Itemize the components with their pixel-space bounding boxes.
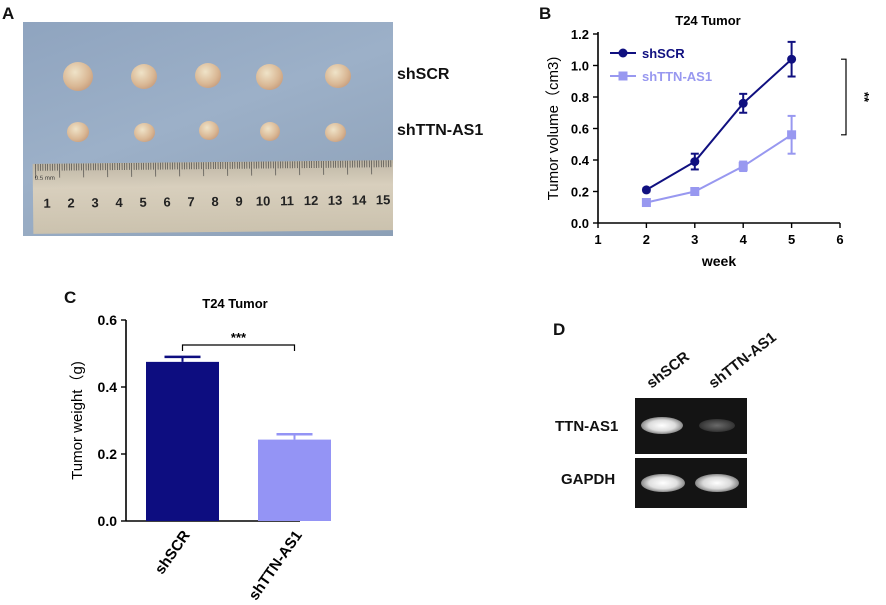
ruler-number: 11: [280, 193, 294, 208]
chart-c: T24 Tumor 0.0 0.2 0.4 0.6 Tumor weight（g) shSC…: [69, 296, 331, 604]
ruler-number: 7: [187, 194, 194, 209]
ruler-number: 12: [304, 193, 319, 208]
chart-b-x-tick-label: 5: [788, 232, 795, 247]
tumor-scr-2: [131, 64, 157, 89]
panel-a-letter: A: [2, 4, 15, 23]
chart-b-x-tick-label: 4: [740, 232, 748, 247]
chart-b-y-tick-label: 0.0: [571, 216, 589, 231]
chart-c-bar-1: [258, 439, 331, 521]
tumor-photo: 0.5 mm 1 2 3 4 5 6 7 8 9 10 11 12 13 14 15: [23, 22, 393, 236]
panel-d-letter: D: [553, 320, 566, 339]
chart-b-significance-mark: **: [857, 92, 872, 103]
ruler-number: 8: [211, 194, 218, 209]
tumor-ttn-5: [325, 123, 346, 142]
chart-b-y-tick-label: 1.2: [571, 27, 589, 42]
gel-row-label-gapdh: GAPDH: [561, 471, 616, 488]
band-ttn-shttn: [699, 419, 735, 432]
ruler-number: 4: [115, 195, 123, 210]
chart-c-y-label: Tumor weight（g): [69, 361, 86, 480]
chart-b-title: T24 Tumor: [675, 13, 741, 28]
chart-b-y-tick-label: 0.8: [571, 90, 589, 105]
chart-c-y-tick-label: 0.6: [98, 312, 118, 328]
chart-c-significance-mark: ***: [231, 330, 247, 345]
gel-ttn-as1: [635, 398, 747, 454]
chart-c-title: T24 Tumor: [202, 296, 268, 311]
band-gapdh-shscr: [641, 474, 685, 492]
tumor-scr-3: [195, 63, 221, 88]
ruler-number: 13: [328, 193, 343, 208]
chart-b-legend-label-1: shTTN-AS1: [642, 69, 712, 84]
chart-b-y-tick-label: 0.4: [571, 153, 590, 168]
chart-b-y-tick-label: 1.0: [571, 59, 589, 74]
photo-label-shttn-as1: shTTN-AS1: [397, 122, 484, 139]
chart-b-legend-marker-1: [618, 71, 628, 81]
photo-label-shscr: shSCR: [397, 66, 450, 83]
gel-row-label-ttn-as1: TTN-AS1: [555, 418, 619, 435]
ruler-number: 6: [163, 194, 170, 209]
ruler: 0.5 mm 1 2 3 4 5 6 7 8 9 10 11 12 13 14 15: [32, 160, 393, 234]
panel-b-letter: B: [539, 4, 552, 23]
chart-b-legend-marker-0: [618, 48, 628, 58]
chart-b-x-tick-label: 3: [691, 232, 698, 247]
tumor-ttn-2: [134, 123, 155, 142]
chart-b-point-shscr: [738, 98, 748, 108]
tumor-ttn-3: [199, 121, 219, 140]
ruler-scale: 0.5 mm 1 2 3 4 5 6 7 8 9 10 11 12 13 14 15: [35, 160, 393, 211]
band-ttn-shscr: [641, 417, 683, 434]
chart-b-x-tick-label: 1: [594, 232, 601, 247]
chart-b-y-tick-label: 0.6: [571, 122, 589, 137]
chart-c-y-tick-label: 0.4: [98, 379, 118, 395]
ruler-number: 3: [91, 195, 98, 210]
ruler-number: 10: [256, 193, 271, 208]
tumor-scr-1: [63, 62, 93, 91]
tumor-ttn-4: [260, 122, 280, 141]
chart-b-point-shttn-as1: [690, 187, 700, 196]
tumor-ttn-1: [67, 122, 89, 142]
chart-b-series-line-1: [646, 133, 793, 204]
chart-c-y-tick-label: 0.2: [98, 446, 118, 462]
ruler-number: 2: [67, 195, 74, 210]
chart-c-x-tick-label: shTTN-AS1: [245, 528, 305, 604]
chart-b-x-label: week: [701, 253, 736, 269]
chart-b-point-shttn-as1: [787, 130, 797, 140]
gel-lane-label-shscr: shSCR: [643, 348, 693, 392]
chart-b-point-shscr: [641, 185, 651, 195]
panel-c-letter: C: [64, 288, 77, 307]
tumor-scr-5: [325, 64, 351, 88]
chart-b-point-shttn-as1: [641, 198, 651, 208]
chart-b-x-tick-label: 6: [836, 232, 843, 247]
chart-b-point-shttn-as1: [738, 161, 748, 171]
tumor-scr-4: [256, 64, 283, 90]
ruler-number: 14: [352, 192, 367, 207]
ruler-small-text: 0.5 mm: [35, 176, 55, 182]
ruler-number: 1: [43, 196, 50, 211]
ruler-number: 9: [235, 194, 242, 209]
chart-c-significance-bracket: [181, 344, 296, 351]
ruler-number: 15: [376, 192, 391, 207]
chart-b-y-label: Tumor volume（cm3): [545, 57, 562, 201]
chart-c-bar-0: [146, 361, 219, 521]
gel-lane-label-shttn-as1: shTTN-AS1: [705, 328, 780, 392]
chart-b-legend-label-0: shSCR: [642, 46, 685, 61]
chart-c-x-tick-label: shSCR: [152, 527, 194, 577]
ruler-number: 5: [139, 195, 146, 210]
chart-b-significance-bracket: [841, 58, 847, 136]
chart-b-point-shscr: [690, 157, 700, 167]
chart-b-y-tick-label: 0.2: [571, 185, 589, 200]
gel-gapdh: [635, 458, 747, 508]
chart-c-y-tick-label: 0.0: [98, 513, 118, 529]
band-gapdh-shttn: [695, 474, 739, 492]
chart-b-x-tick-label: 2: [643, 232, 650, 247]
chart-b: T24 Tumor 0.0 0.2 0.4 0.6 0.8 1.0 1.2 1 2 3 4 5 6 week…: [545, 13, 872, 269]
chart-b-series-line-0: [645, 58, 793, 191]
chart-b-point-shscr: [787, 54, 797, 64]
